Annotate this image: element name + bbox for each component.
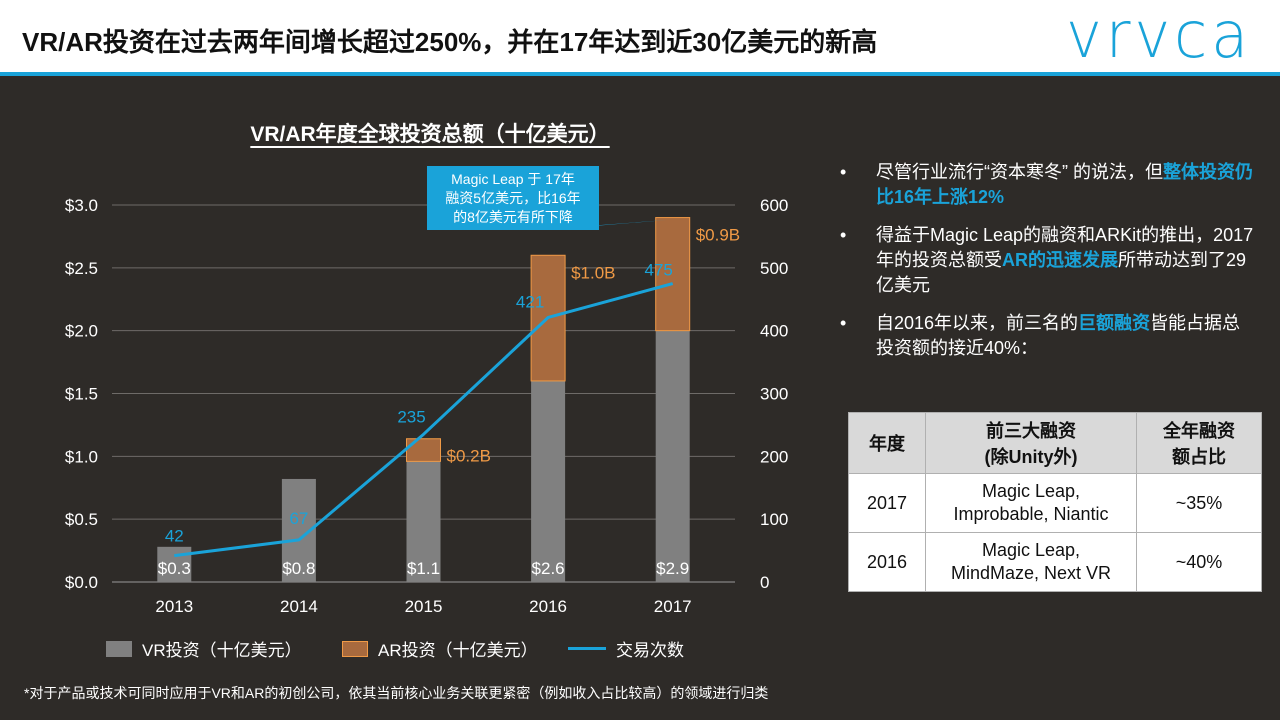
- vr-bar: [406, 461, 441, 582]
- y-right-tick-label: 600: [760, 196, 788, 215]
- table-cell-deals: Magic Leap, Improbable, Niantic: [925, 473, 1137, 533]
- bullet-item: • 得益于Magic Leap的融资和ARKit的推出，2017年的投资总额受AR…: [838, 223, 1258, 298]
- callout-text: 融资5亿美元，比16年: [445, 190, 580, 206]
- y-left-tick-label: $2.5: [65, 259, 98, 278]
- deals-data-label: 67: [289, 509, 308, 528]
- y-right-tick-label: 100: [760, 510, 788, 529]
- y-right-tick-label: 300: [760, 385, 788, 404]
- top-deals-table: 年度 前三大融资 (除Unity外) 全年融资 额占比 2017 Magic L…: [848, 412, 1262, 592]
- table-cell-year: 2017: [848, 473, 926, 533]
- legend-item-vr: VR投资（十亿美元）: [106, 636, 302, 661]
- bullet-highlight: 整体投资仍比16年上涨12%: [876, 162, 1253, 207]
- deals-data-label: 42: [165, 527, 184, 546]
- bullet-text: 自2016年以来，前三名的: [876, 313, 1079, 333]
- bullet-text: 尽管行业流行“资本寒冬” 的说法，但: [876, 162, 1163, 182]
- table-cell-deals: Magic Leap, MindMaze, Next VR: [925, 532, 1137, 592]
- total-data-label: $1.1: [407, 559, 440, 578]
- legend-swatch-ar: [342, 640, 368, 657]
- vr-bar: [531, 380, 566, 582]
- y-left-tick-label: $0.0: [65, 573, 98, 592]
- bullet-dot: •: [840, 162, 847, 182]
- table-cell-share: ~40%: [1136, 532, 1262, 592]
- y-left-tick-label: $2.0: [65, 322, 98, 341]
- table-header-deals: 前三大融资 (除Unity外): [925, 412, 1137, 474]
- y-left-tick-label: $1.5: [65, 385, 98, 404]
- table-header-share: 全年融资 额占比: [1136, 412, 1262, 474]
- table-cell-year: 2016: [848, 532, 926, 592]
- x-tick-label: 2013: [155, 597, 193, 616]
- y-left-tick-label: $0.5: [65, 510, 98, 529]
- y-right-tick-label: 0: [760, 573, 769, 592]
- legend-label-ar: AR投资（十亿美元）: [378, 641, 538, 660]
- total-data-label: $0.3: [158, 559, 191, 578]
- vr-bar: [655, 330, 690, 582]
- bullet-item: • 自2016年以来，前三名的巨额融资皆能占据总投资额的接近40%：: [838, 311, 1258, 361]
- table-header-year: 年度: [848, 412, 926, 474]
- total-data-label: $0.8: [282, 559, 315, 578]
- page-title: VR/AR投资在过去两年间增长超过250%，并在17年达到近30亿美元的新高: [22, 27, 878, 57]
- ar-data-label: $1.0B: [571, 263, 615, 282]
- deals-data-label: 235: [397, 407, 425, 426]
- legend-label-deals: 交易次数: [616, 641, 684, 660]
- bullet-highlight: 巨额融资: [1078, 313, 1151, 333]
- bullet-text: 所带动达到了29亿美元: [876, 250, 1247, 295]
- ar-data-label: $0.9B: [696, 226, 740, 245]
- deals-line: [174, 282, 674, 558]
- y-right-tick-label: 200: [760, 447, 788, 466]
- legend-swatch-deals: [568, 647, 606, 650]
- y-left-tick-label: $1.0: [65, 447, 98, 466]
- investment-chart: $0.0 $0.5 $1.0 $1.5 $2.0 $2.5 $3.0 0 100 200 300 40…: [65, 166, 788, 616]
- x-tick-label: 2016: [529, 597, 567, 616]
- deals-data-label: 475: [645, 261, 673, 280]
- bullet-dot: •: [840, 313, 847, 333]
- bullet-list: • 尽管行业流行“资本寒冬” 的说法，但整体投资仍比16年上涨12% • 得益于Mag…: [838, 160, 1258, 374]
- chart-title: VR/AR年度全球投资总额（十亿美元）: [250, 123, 610, 146]
- vrvca-logo: vrvca: [1066, 4, 1252, 68]
- ar-bar: [406, 438, 441, 462]
- table-row: 2017 Magic Leap, Improbable, Niantic ~35…: [848, 473, 1262, 533]
- y-right-tick-label: 500: [760, 259, 788, 278]
- ar-bar: [655, 217, 691, 332]
- y-left-tick-label: $3.0: [65, 196, 98, 215]
- table-row: 2016 Magic Leap, MindMaze, Next VR ~40%: [848, 532, 1262, 592]
- bullet-dot: •: [840, 225, 847, 245]
- total-data-label: $2.9: [656, 559, 689, 578]
- x-tick-label: 2014: [280, 597, 318, 616]
- y-right-tick-label: 400: [760, 322, 788, 341]
- bullet-text: 得益于Magic Leap的融资和ARKit的推出，2017年的投资总额受: [876, 225, 1254, 270]
- callout-text: Magic Leap 于 17年: [451, 171, 575, 187]
- x-tick-label: 2017: [654, 597, 692, 616]
- deals-data-label: 421: [516, 292, 544, 311]
- legend-item-ar: AR投资（十亿美元）: [342, 636, 538, 661]
- x-tick-label: 2015: [405, 597, 443, 616]
- legend-swatch-vr: [106, 640, 132, 657]
- legend-label-vr: VR投资（十亿美元）: [142, 641, 302, 660]
- table-cell-share: ~35%: [1136, 473, 1262, 533]
- bullet-item: • 尽管行业流行“资本寒冬” 的说法，但整体投资仍比16年上涨12%: [838, 160, 1258, 210]
- callout-text: 的8亿美元有所下降: [453, 209, 573, 225]
- header-bar: VR/AR投资在过去两年间增长超过250%，并在17年达到近30亿美元的新高 v…: [0, 0, 1280, 76]
- legend-item-deals: 交易次数: [568, 636, 684, 661]
- table-header-row: 年度 前三大融资 (除Unity外) 全年融资 额占比: [848, 412, 1262, 474]
- ar-data-label: $0.2B: [447, 447, 491, 466]
- bullet-text: 皆能占据总投资额的接近40%：: [876, 313, 1241, 358]
- callout-box: [427, 166, 667, 230]
- logo-text: vrvca: [1066, 4, 1252, 68]
- footnote: *对于产品或技术可同时应用于VR和AR的初创公司，依其当前核心业务关联更紧密（例…: [24, 685, 769, 701]
- total-data-label: $2.6: [532, 559, 565, 578]
- bullet-highlight: AR的迅速发展: [1002, 250, 1118, 270]
